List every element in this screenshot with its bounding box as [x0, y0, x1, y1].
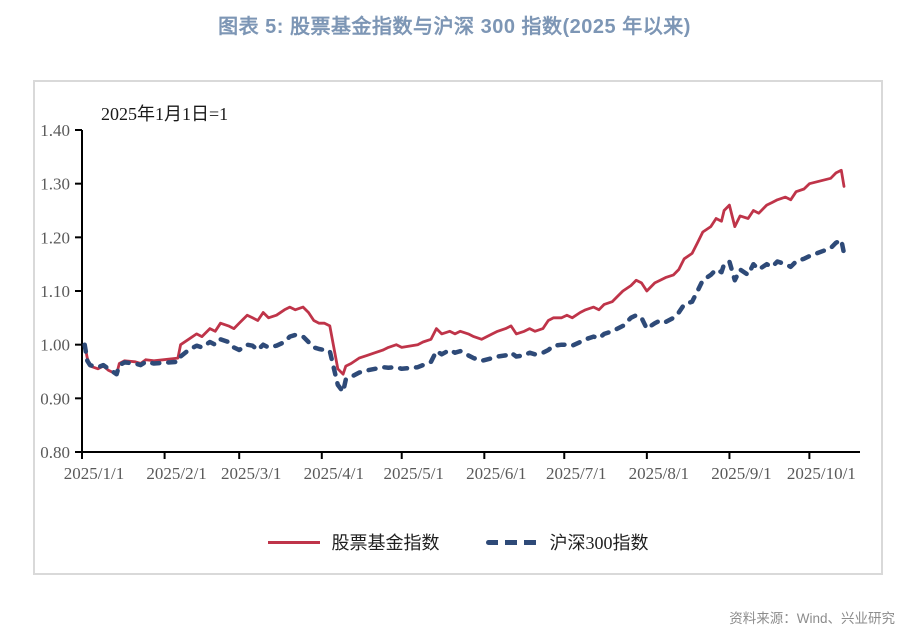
- legend-label-fund-index: 股票基金指数: [331, 533, 440, 553]
- svg-text:2025/2/1: 2025/2/1: [146, 464, 206, 483]
- source-note: 资料来源：Wind、兴业研究: [729, 611, 895, 626]
- chart-title: 图表 5: 股票基金指数与沪深 300 指数(2025 年以来): [218, 16, 691, 38]
- legend-item-csi300: 沪深300指数: [485, 529, 649, 555]
- svg-text:2025/5/1: 2025/5/1: [383, 464, 443, 483]
- svg-text:2025/3/1: 2025/3/1: [221, 464, 281, 483]
- svg-text:2025/6/1: 2025/6/1: [466, 464, 526, 483]
- svg-text:2025/7/1: 2025/7/1: [546, 464, 606, 483]
- legend-label-csi300: 沪深300指数: [549, 533, 649, 553]
- svg-text:1.40: 1.40: [40, 121, 70, 140]
- svg-text:0.90: 0.90: [40, 389, 70, 408]
- svg-text:1.00: 1.00: [40, 336, 70, 355]
- svg-text:2025/1/1: 2025/1/1: [64, 464, 124, 483]
- svg-text:2025/10/1: 2025/10/1: [787, 464, 856, 483]
- chart-legend: 股票基金指数 沪深300指数: [35, 529, 881, 555]
- svg-text:0.80: 0.80: [40, 443, 70, 462]
- legend-item-fund-index: 股票基金指数: [267, 529, 440, 555]
- svg-text:1.10: 1.10: [40, 282, 70, 301]
- svg-text:2025/8/1: 2025/8/1: [629, 464, 689, 483]
- chart-frame: 2025年1月1日=1 0.80 0.90 1.00 1.10 1.20 1.30 1.40…: [33, 80, 883, 575]
- csi300-line-swatch: [485, 539, 538, 545]
- svg-text:1.30: 1.30: [40, 175, 70, 194]
- line-chart: 0.80 0.90 1.00 1.10 1.20 1.30 1.40 2025/1/1 2025…: [40, 121, 860, 483]
- index-base-annotation: 2025年1月1日=1: [101, 104, 229, 124]
- svg-text:2025/4/1: 2025/4/1: [304, 464, 364, 483]
- svg-text:1.20: 1.20: [40, 228, 70, 247]
- svg-text:2025/9/1: 2025/9/1: [711, 464, 771, 483]
- fund-index-line-swatch: [267, 540, 320, 544]
